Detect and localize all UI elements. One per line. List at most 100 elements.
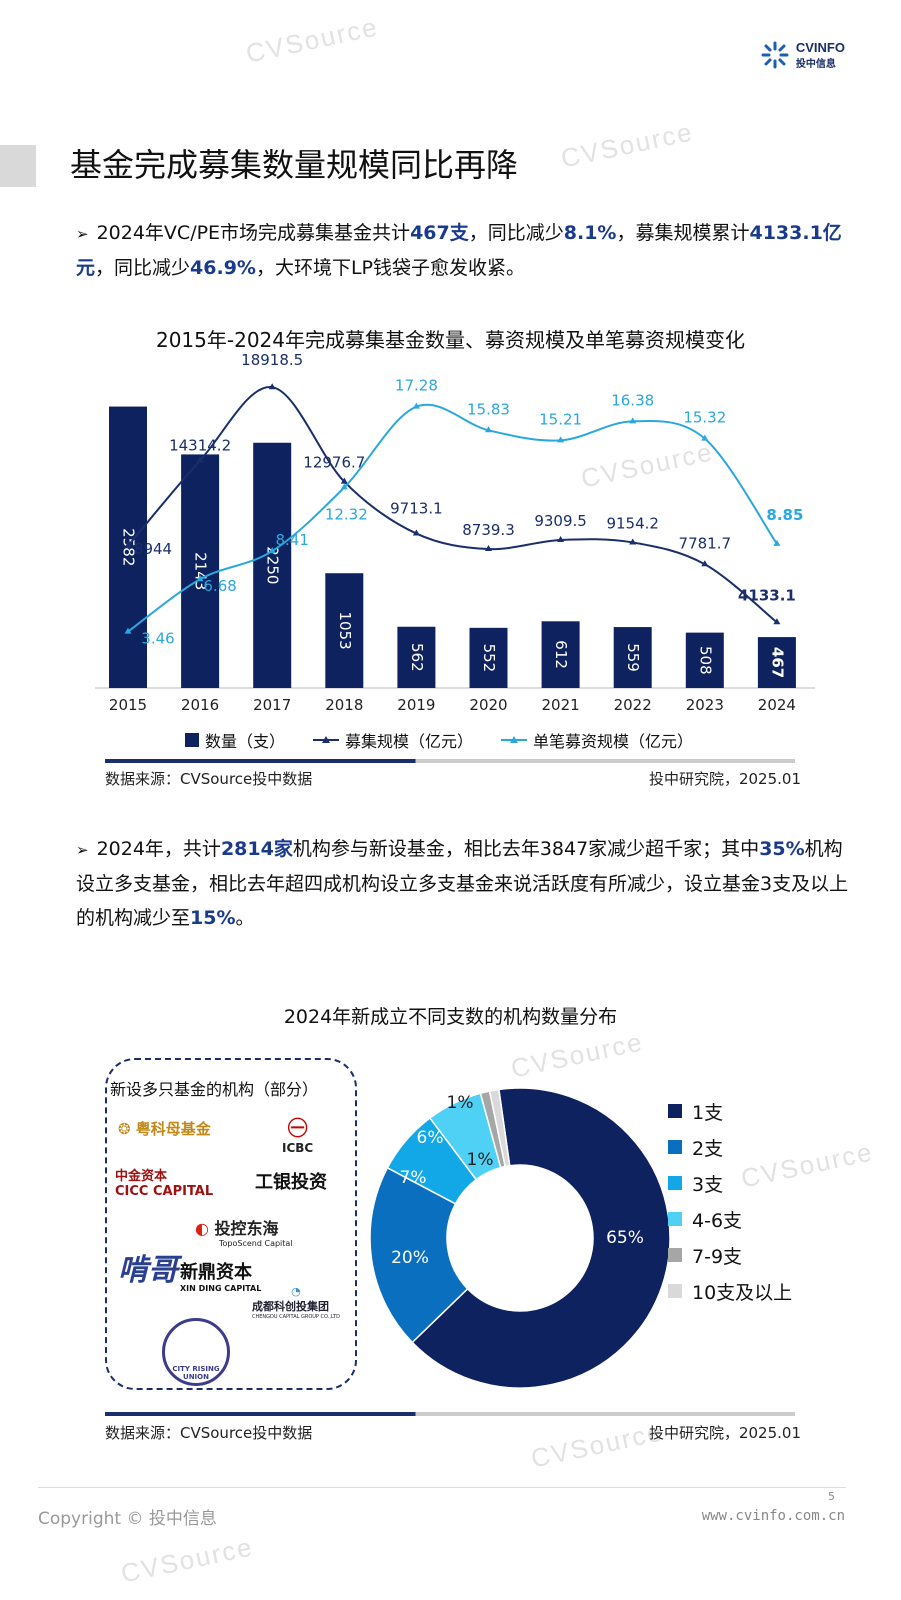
data-label: 8.85	[766, 506, 803, 524]
data-label: 16.38	[611, 391, 654, 409]
bar-label: 467	[768, 647, 786, 678]
line-marker	[629, 538, 637, 545]
legend-swatch	[668, 1176, 682, 1190]
legend-item: 1支	[668, 1093, 792, 1129]
legend-swatch	[668, 1140, 682, 1154]
legend-item: 7-9支	[668, 1237, 792, 1273]
legend-avg: 单笔募资规模（亿元）	[533, 732, 694, 751]
bar	[397, 626, 436, 688]
data-label: 8.41	[275, 531, 308, 549]
series-line	[127, 403, 778, 633]
x-tick-label: 2016	[181, 696, 219, 714]
line-marker	[701, 434, 709, 441]
org-logo: 新鼎资本 XIN DING CAPITAL	[180, 1262, 262, 1293]
brand-sub: 投中信息	[795, 59, 836, 70]
page-number: 5	[828, 1490, 835, 1503]
line-marker	[701, 560, 709, 567]
line-marker	[340, 483, 348, 490]
legend-label: 4-6支	[692, 1209, 743, 1232]
x-tick-label: 2018	[325, 696, 363, 714]
pie-label: 6%	[417, 1128, 444, 1148]
data-label: 17.28	[395, 377, 438, 395]
pie-slice	[411, 1087, 671, 1389]
x-tick-label: 2017	[253, 696, 291, 714]
summary-paragraph-1: ➢ 2024年VC/PE市场完成募集基金共计467支，同比减少8.1%，募集规模累…	[76, 222, 842, 279]
line-marker	[340, 477, 348, 484]
org-box	[105, 1058, 357, 1390]
x-tick-label: 2020	[469, 696, 507, 714]
data-label: 8944	[134, 540, 172, 558]
line-marker	[412, 529, 420, 536]
line-marker	[268, 383, 276, 390]
bar	[253, 442, 292, 688]
footer-url: www.cvinfo.com.cn	[701, 1508, 845, 1524]
footer-divider	[38, 1487, 846, 1488]
cvinfo-logo-icon	[761, 41, 789, 69]
line-marker	[196, 575, 204, 582]
org-logo: ◔ 成都科创投集团 CHENGDU CAPITAL GROUP CO.,LTD	[252, 1285, 340, 1320]
chart1: 2582201521432016225020171053201856220195…	[95, 351, 815, 714]
data-label: 12.32	[325, 505, 368, 523]
x-tick-label: 2023	[686, 696, 724, 714]
brand-logo: CVINFO 投中信息	[760, 40, 845, 70]
legend-swatch	[668, 1104, 682, 1118]
chart1-legend: 数量（支） 募集规模（亿元） 单笔募资规模（亿元）	[185, 728, 693, 752]
chart2-legend: 1支 2支 3支 4-6支 7-9支 10支及以上	[668, 1093, 792, 1309]
bar-label: 559	[624, 643, 642, 672]
bar	[181, 454, 220, 688]
watermark: CVSource	[528, 1416, 667, 1474]
x-tick-label: 2022	[614, 696, 652, 714]
data-label: 18918.5	[241, 351, 303, 369]
data-label: 9154.2	[606, 514, 659, 532]
data-label: 9713.1	[390, 500, 443, 518]
divider	[105, 1412, 795, 1416]
brand-name: CVINFO	[795, 40, 845, 55]
org-logo: CITY RISING UNION	[162, 1318, 230, 1386]
line-marker	[124, 541, 132, 548]
legend-label: 2支	[692, 1137, 724, 1160]
line-marker	[773, 618, 781, 625]
data-label: 4133.1	[738, 586, 796, 604]
bar	[469, 627, 508, 688]
line-marker	[268, 547, 276, 554]
line-marker	[773, 539, 781, 546]
line-marker	[557, 535, 565, 542]
data-label: 9309.5	[534, 512, 587, 530]
bar-label: 612	[552, 640, 570, 669]
copyright: Copyright © 投中信息	[38, 1509, 217, 1529]
x-tick-label: 2021	[542, 696, 580, 714]
data-label: 8739.3	[462, 521, 515, 539]
watermark: CVSource	[118, 1531, 257, 1589]
legend-count: 数量（支）	[205, 732, 286, 751]
org-logo: 中金资本 CICC CAPITAL	[115, 1169, 214, 1199]
org-logo: 工银投资	[255, 1172, 327, 1193]
org-logo: ❂ 粤科母基金	[118, 1120, 211, 1138]
data-label: 3.46	[141, 630, 174, 648]
bar-label: 562	[408, 643, 426, 672]
bar-label: 2250	[264, 546, 282, 584]
legend-label: 1支	[692, 1101, 724, 1124]
line-marker	[412, 402, 420, 409]
bar-label: 508	[696, 646, 714, 675]
pie-label: 1%	[467, 1150, 494, 1170]
data-label: 15.83	[467, 400, 510, 418]
pie-slice	[369, 1166, 469, 1344]
bar-label: 552	[480, 644, 498, 673]
bar	[757, 637, 796, 688]
source-note: 数据来源：CVSource投中数据	[105, 770, 313, 788]
x-tick-label: 2024	[758, 696, 796, 714]
data-label: 15.21	[539, 410, 582, 428]
legend-swatch	[668, 1248, 682, 1262]
source-note: 数据来源：CVSource投中数据	[105, 1424, 313, 1442]
legend-label: 7-9支	[692, 1245, 743, 1268]
bar	[685, 632, 724, 688]
data-label: 6.68	[203, 577, 236, 595]
legend-label: 3支	[692, 1173, 724, 1196]
legend-item: 2支	[668, 1129, 792, 1165]
org-logo: ◐ 投控东海 TopoScend Capital	[195, 1219, 293, 1248]
title-accent	[0, 145, 36, 187]
data-label: 12976.7	[303, 454, 365, 472]
watermark: CVSource	[558, 116, 697, 174]
x-tick-label: 2019	[397, 696, 435, 714]
org-logo: ㊀ ICBC	[282, 1116, 314, 1155]
